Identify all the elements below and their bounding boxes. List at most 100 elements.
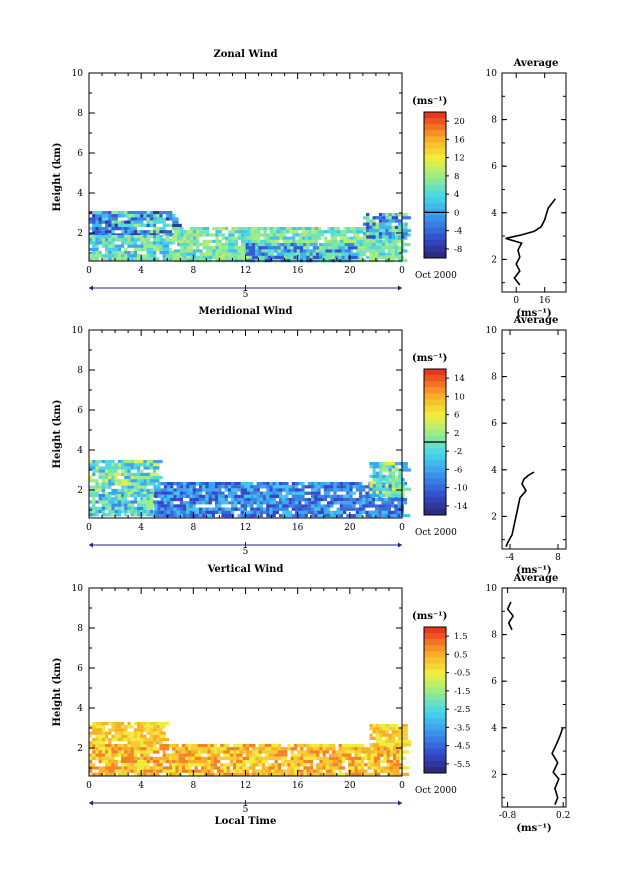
heatmap-cell: [338, 246, 348, 250]
heatmap-cell: [306, 760, 313, 764]
heatmap-cell: [395, 740, 402, 744]
heatmap-cell: [261, 744, 265, 748]
heatmap-cell: [121, 769, 125, 773]
heatmap-cell: [257, 230, 261, 234]
heatmap-cell: [372, 225, 376, 229]
heatmap-cell: [290, 753, 301, 757]
heatmap-cell: [359, 485, 369, 489]
heatmap-cell: [250, 491, 260, 495]
heatmap-cell: [388, 465, 392, 469]
heatmap-cell: [335, 252, 339, 256]
heatmap-cell: [305, 227, 312, 231]
heatmap-cell: [127, 756, 137, 760]
heatmap-cell: [186, 485, 190, 489]
heatmap-cell: [92, 469, 99, 473]
heatmap-cell: [293, 243, 297, 247]
heatmap-cell: [220, 772, 224, 776]
heatmap-cell: [351, 772, 358, 776]
heatmap-cell: [362, 504, 372, 508]
colorbar-band: [424, 675, 446, 683]
heatmap-cell: [218, 491, 225, 495]
heatmap-cell: [89, 731, 99, 735]
heatmap-cell: [359, 243, 363, 247]
colorbar-band: [424, 766, 446, 774]
heatmap-cell: [159, 731, 166, 735]
heatmap-cell: [237, 507, 241, 511]
heatmap-cell: [121, 747, 131, 751]
colorbar-band: [424, 706, 446, 713]
average-x-tick-label: -4: [506, 553, 515, 563]
heatmap-cell: [378, 252, 385, 256]
average-title: Average: [513, 58, 559, 69]
heatmap-cell: [185, 753, 189, 757]
heatmap-cell: [108, 463, 112, 467]
colorbar-tick-label: 4: [454, 190, 459, 200]
colorbar-band: [424, 381, 446, 388]
heatmap-cell: [328, 255, 332, 259]
heatmap-cell: [167, 501, 171, 505]
heatmap-cell: [140, 497, 144, 501]
heatmap-cell: [195, 491, 199, 495]
heatmap-cell: [114, 734, 125, 738]
x-axis-label: Local Time: [215, 816, 277, 827]
x-tick-label: 4: [138, 523, 144, 533]
colorbar-tick-label: 0.5: [454, 650, 468, 660]
heatmap-cell: [296, 249, 300, 253]
heatmap-cell: [401, 743, 411, 747]
heatmap-cell: [133, 497, 137, 501]
heatmap-cell: [130, 488, 137, 492]
colorbar-band: [424, 251, 446, 259]
heatmap-cell: [89, 763, 96, 767]
heatmap-cell: [349, 482, 356, 486]
heatmap-cell: [399, 772, 409, 776]
heatmap-cell: [388, 222, 392, 226]
heatmap-cell: [282, 488, 286, 492]
heatmap-cell: [373, 766, 377, 770]
heatmap-cell: [300, 750, 310, 754]
colorbar-band: [424, 203, 446, 210]
heatmap-cell: [359, 255, 363, 259]
heatmap-cell: [162, 241, 173, 245]
heatmap-cell: [325, 255, 329, 259]
heatmap-cell: [299, 246, 304, 250]
heatmap-cell: [193, 239, 200, 243]
heatmap-cell: [213, 760, 221, 764]
heatmap-cell: [269, 488, 276, 492]
heatmap-cell: [258, 760, 262, 764]
heatmap-cell: [143, 506, 147, 510]
heatmap-cell: [213, 766, 224, 770]
heatmap-cell: [95, 257, 99, 261]
heatmap-cell: [380, 760, 387, 764]
heatmap-cell: [237, 514, 244, 518]
heatmap-cell: [137, 728, 144, 732]
heatmap-cell: [95, 254, 105, 258]
heatmap-cell: [143, 247, 150, 251]
heatmap-cell: [157, 507, 161, 511]
heatmap-cell: [101, 503, 109, 507]
heatmap-cell: [169, 763, 173, 767]
heatmap-cell: [398, 235, 402, 239]
heatmap-cell: [176, 488, 183, 492]
heatmap-cell: [196, 249, 200, 253]
heatmap-cell: [210, 753, 217, 757]
heatmap-cell: [165, 233, 176, 237]
heatmap-cell: [140, 214, 144, 218]
heatmap-cell: [258, 753, 262, 757]
heatmap-cell: [189, 239, 193, 243]
average-title: Average: [513, 315, 559, 326]
heatmap-cell: [231, 255, 241, 259]
heatmap-cell: [295, 507, 299, 511]
y-tick-label: 4: [77, 189, 83, 199]
heatmap-cell: [117, 497, 121, 501]
heatmap-cell: [375, 487, 386, 491]
heatmap-cell: [105, 217, 109, 221]
colorbar-tick-label: 6: [454, 411, 459, 421]
colorbar-band: [424, 627, 446, 634]
heatmap-cell: [89, 460, 93, 464]
heatmap-cell: [189, 501, 196, 505]
heatmap-cell: [267, 252, 275, 256]
heatmap-cell: [322, 756, 329, 760]
heatmap-cell: [133, 238, 141, 242]
heatmap-cell: [181, 747, 185, 751]
